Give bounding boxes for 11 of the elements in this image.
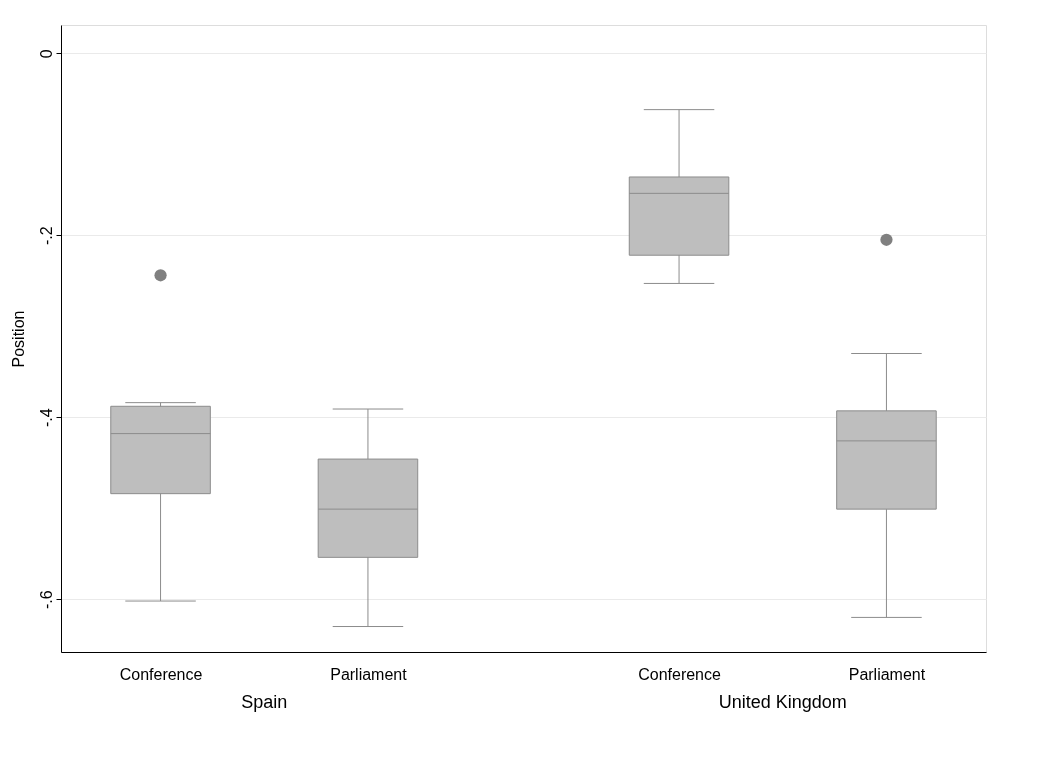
y-tick-label: 0 <box>37 49 55 59</box>
text: United Kingdom <box>718 692 847 712</box>
x-tick-label: Conference <box>119 665 203 683</box>
y-tick-label: -.6 <box>37 590 55 610</box>
x-tick-label: Conference <box>638 665 722 683</box>
x-tick-label: Parliament <box>330 665 408 683</box>
text: Spain <box>241 692 288 712</box>
x-tick-label: Parliament <box>848 665 926 683</box>
y-axis-title: Position <box>9 310 27 368</box>
y-tick-label: -.2 <box>37 226 55 246</box>
y-tick-label: -.4 <box>37 408 55 428</box>
